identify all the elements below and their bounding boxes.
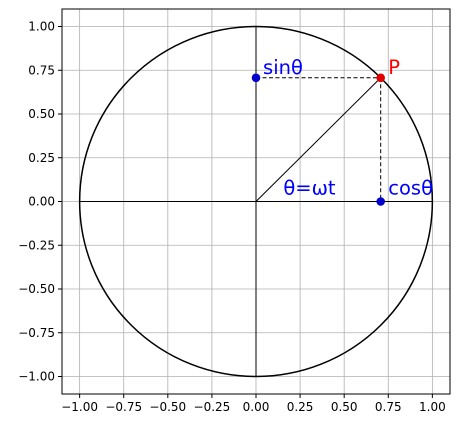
x-tick-label: 0.00	[243, 400, 270, 414]
point-cos	[376, 197, 385, 206]
y-tick-label: 1.00	[28, 20, 55, 34]
radius-line	[255, 77, 382, 202]
x-tick-label: −1.00	[61, 400, 98, 414]
y-tick-label: 0.25	[28, 151, 55, 165]
x-tick-label: 0.25	[287, 400, 314, 414]
x-tick-label: −0.25	[194, 400, 231, 414]
x-tick-label: −0.75	[105, 400, 142, 414]
x-tick-label: 0.50	[331, 400, 358, 414]
x-tick-label: 0.75	[375, 400, 402, 414]
point-sin	[251, 73, 261, 83]
x-tick-label: 1.00	[419, 400, 446, 414]
y-tick-label: 0.50	[28, 107, 55, 121]
annotation-sin: sinθ	[263, 56, 303, 79]
annotation-p: P	[388, 56, 400, 79]
y-tick-label: −0.50	[18, 282, 55, 296]
y-tick-label: 0.00	[28, 195, 55, 209]
annotation-cos: cosθ	[388, 177, 433, 200]
x-tick-label: −0.50	[149, 400, 186, 414]
y-tick-label: −0.25	[18, 238, 55, 252]
y-tick-label: −0.75	[18, 326, 55, 340]
annotation-theta: θ=ωt	[283, 177, 336, 200]
y-tick-label: 0.75	[28, 63, 55, 77]
y-tick-label: −1.00	[18, 370, 55, 384]
point-p	[376, 73, 385, 83]
